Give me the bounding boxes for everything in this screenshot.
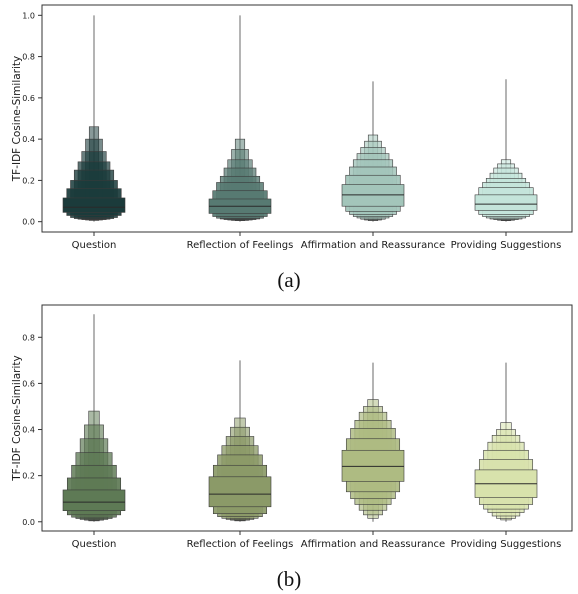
- boxen-group: [208, 360, 272, 522]
- boxen-group: [62, 314, 126, 522]
- boxen-box: [208, 476, 272, 508]
- boxen-group: [341, 81, 405, 222]
- boxen-group: [208, 15, 272, 222]
- x-tick-label: Question: [72, 240, 117, 251]
- x-tick-label: Affirmation and Reassurance: [301, 539, 445, 550]
- boxen-box: [341, 184, 405, 207]
- caption-a: (a): [277, 268, 301, 292]
- boxen-box: [341, 449, 405, 482]
- y-tick-label: 0.2: [22, 176, 35, 185]
- boxen-box: [474, 194, 538, 211]
- x-tick-label: Providing Suggestions: [451, 240, 562, 251]
- y-tick-label: 0.4: [22, 426, 35, 435]
- y-tick-label: 0.6: [22, 379, 35, 388]
- caption-b: (b): [276, 567, 302, 591]
- y-tick-label: 0.0: [22, 218, 35, 227]
- y-tick-label: 0.2: [22, 472, 35, 481]
- boxen-group: [341, 362, 405, 522]
- y-axis-label: TF-IDF Cosine-Similarity: [11, 56, 23, 183]
- y-tick-label: 0.4: [22, 135, 35, 144]
- x-tick-label: Affirmation and Reassurance: [301, 240, 445, 251]
- y-tick-label: 0.0: [22, 518, 35, 527]
- y-tick-label: 0.6: [22, 94, 35, 103]
- x-tick-label: Providing Suggestions: [451, 539, 562, 550]
- y-axis-label: TF-IDF Cosine-Similarity: [11, 355, 23, 482]
- plot-frame: [41, 4, 573, 233]
- boxen-box: [62, 489, 126, 512]
- y-tick-label: 0.8: [22, 53, 35, 62]
- boxen-group: [62, 15, 126, 222]
- y-tick-label: 0.8: [22, 333, 35, 342]
- chart-panel-a: 0.0 0.2 0.4 0.6 0.8 1.0 TF-IDF Cosine-Similari…: [11, 4, 573, 251]
- y-tick-label: 1.0: [22, 11, 35, 20]
- x-tick-label: Question: [72, 539, 117, 550]
- boxen-group: [474, 79, 538, 222]
- plot-frame: [41, 304, 573, 532]
- boxen-group: [474, 362, 538, 522]
- x-tick-label: Reflection of Feelings: [187, 539, 294, 550]
- chart-panel-b: 0.0 0.2 0.4 0.6 0.8 TF-IDF Cosine-Similarity Q…: [11, 304, 573, 550]
- x-tick-label: Reflection of Feelings: [187, 240, 294, 251]
- boxen-box: [62, 197, 126, 213]
